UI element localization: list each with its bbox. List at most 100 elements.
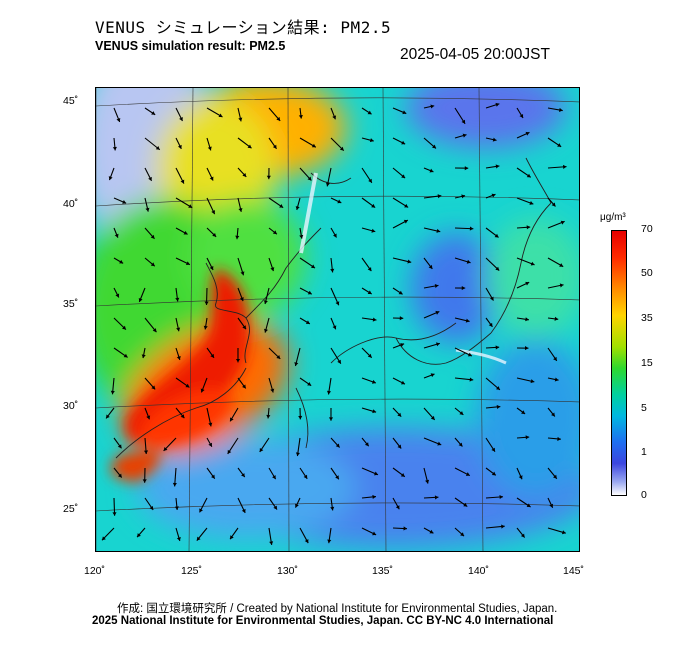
wind-arrow-head [247,144,252,149]
wind-arrow-head [494,233,499,238]
wind-arrow-head [199,508,203,513]
wind-arrow-head [241,508,246,513]
wind-arrow-head [559,283,564,288]
pm25-map [95,87,580,552]
wind-arrow-head [466,259,471,264]
wind-arrow-head [462,133,467,138]
wind-arrow-head [211,210,216,215]
wind-arrow-head [398,290,403,295]
wind-arrow-head [495,164,500,169]
wind-arrow-head [259,447,264,452]
wind-arrow-head [367,267,372,272]
colorbar-tick-50: 50 [641,267,653,279]
lat-label-40: 40˚ [63,198,79,210]
wind-arrow-head [328,417,334,421]
lat-label-45: 45˚ [63,95,79,107]
wind-arrow-head [200,388,205,393]
wind-arrow-head [404,203,409,208]
wind-arrow-head [518,475,523,480]
wind-arrow-head [307,290,312,295]
wind-arrow-head [235,358,241,363]
wind-arrow-head [276,116,281,121]
wind-arrow-head [458,442,463,447]
wind-arrow-head [183,230,188,235]
wind-arrow-head [464,166,469,171]
wind-arrow-head [108,176,113,181]
wind-arrow-head [491,447,495,452]
wind-arrow-head [238,208,243,212]
wind-arrow-head [395,505,400,510]
wind-arrow-head [368,178,372,183]
wind-arrow-head [149,505,154,510]
wind-arrow-head [488,322,493,327]
wind-arrow-head [520,533,525,538]
wind-arrow-head [400,343,405,347]
wind-arrow-head [242,172,247,177]
wind-arrow-head [327,539,332,544]
colorbar [611,230,627,496]
wind-arrow-head [526,503,531,508]
wind-arrow-head [208,422,213,427]
wind-arrow-head [400,380,405,385]
wind-arrow-head [430,104,435,109]
wind-arrow-head [495,345,500,350]
wind-arrow-head [465,472,470,476]
wind-arrow-head [525,317,529,322]
wind-arrow-head [397,412,402,417]
wind-arrow-head [435,342,440,347]
lon-label-145: 145˚ [563,565,585,577]
wind-arrow-head [196,536,201,541]
wind-arrow-head [530,261,535,266]
lat-label-25: 25˚ [63,503,79,515]
wind-arrow-head [264,328,268,333]
wind-arrow-head [434,495,439,500]
wind-arrow-head [553,356,557,361]
wind-arrow-head [330,268,335,273]
wind-arrow-head [172,482,177,487]
wind-arrow-head [492,137,497,142]
wind-arrow-head [152,328,157,333]
wind-arrow-head [141,354,146,359]
wind-arrow-head [150,234,155,239]
wind-arrow-head [117,444,122,449]
wind-arrow-head [372,317,377,322]
wind-arrow-head [371,228,376,233]
wind-arrow-head [495,102,500,107]
colorbar-tick-70: 70 [641,223,653,235]
wind-arrow-head [311,143,316,148]
wind-arrow-head [521,410,526,414]
lat-label-35: 35˚ [63,298,79,310]
wind-arrow-head [429,529,434,534]
wind-arrow-head [491,193,496,198]
colorbar-unit: μg/m³ [600,212,626,223]
wind-arrow-head [176,356,181,360]
title-japanese: VENUS シミュレーション結果: PM2.5 [95,18,392,37]
wind-arrow-head [174,506,179,510]
wind-arrow-head [303,474,308,479]
wind-arrow-head [367,353,372,358]
wind-arrow-head [560,220,565,225]
wind-arrow-head [374,471,378,476]
wind-arrow-head [425,479,430,484]
wind-arrow-head [212,232,217,237]
wind-arrow-head [270,267,275,272]
wind-arrow-head [519,114,524,119]
wind-arrow-head [434,283,439,289]
wind-arrow-head [525,435,530,440]
wind-arrow-head [549,503,554,508]
colorbar-tick-15: 15 [641,357,653,369]
wind-arrow-head [295,503,299,508]
wind-arrow-head [270,388,275,393]
wind-arrow-head [463,502,468,507]
wind-arrow-head [295,206,300,210]
wind-arrow-head [403,526,408,531]
wind-arrow-head [119,259,124,264]
wind-arrow-head [273,505,278,510]
wind-arrow-head [554,316,559,321]
wind-arrow-head [148,176,152,181]
wind-arrow-head [295,452,300,457]
wind-arrow-head [501,524,505,529]
wind-arrow-head [279,204,284,208]
wind-arrow-head [176,537,181,541]
wind-arrow-head [106,414,110,419]
